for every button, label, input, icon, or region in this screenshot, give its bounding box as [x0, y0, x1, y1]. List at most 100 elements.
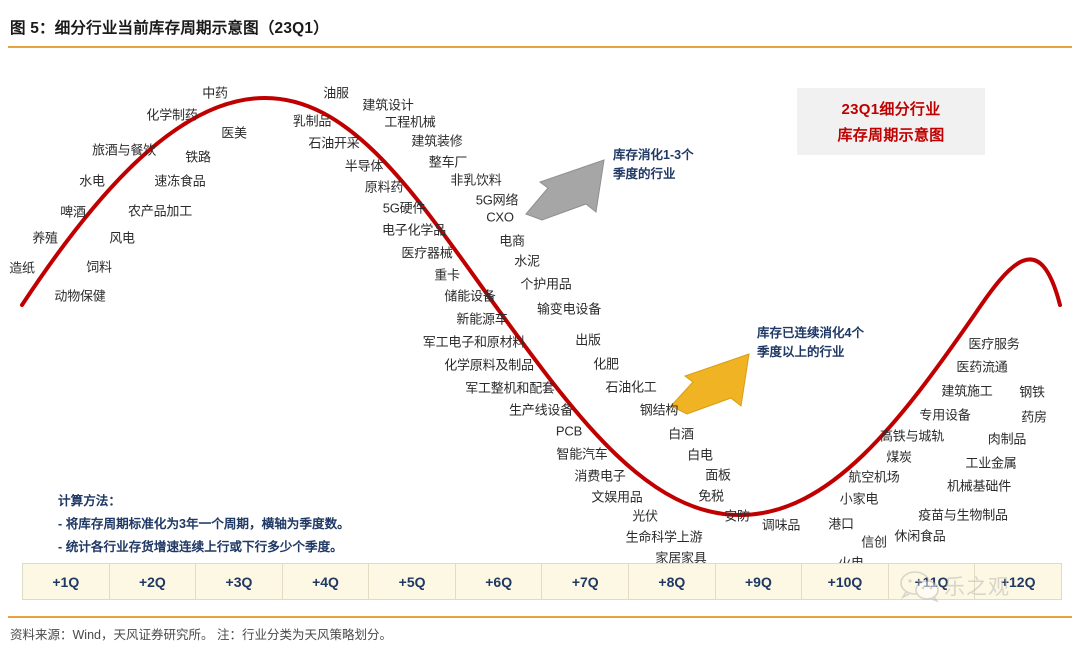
- industry-label: 小家电: [839, 491, 879, 507]
- gray-arrow-icon: [525, 159, 605, 221]
- callout-gray-line2: 季度的行业: [613, 167, 676, 182]
- industry-label: 工程机械: [384, 114, 436, 130]
- legend-line-2: 库存周期示意图: [837, 127, 945, 144]
- method-item-0: - 将库存周期标准化为3年一个周期，横轴为季度数。: [58, 516, 350, 531]
- industry-label: 面板: [705, 467, 731, 483]
- method-heading: 计算方法：: [58, 494, 121, 508]
- source-note: 资料来源：Wind，天风证券研究所。 注：行业分类为天风策略划分。: [10, 628, 392, 642]
- footer-divider: [8, 616, 1072, 618]
- industry-label: 专用设备: [919, 407, 971, 423]
- industry-label: 养殖: [32, 230, 58, 246]
- chart-plot-area: 库存消化1-3个 季度的行业 库存已连续消化4个 季度以上的行业 23Q1细分行…: [0, 52, 1080, 587]
- industry-label: 风电: [109, 230, 135, 246]
- industry-label: 医药流通: [956, 359, 1008, 375]
- industry-label: 出版: [575, 332, 601, 348]
- industry-label: PCB: [555, 423, 583, 439]
- industry-label: 化学制药: [146, 107, 198, 123]
- industry-label: 石油开采: [308, 135, 360, 151]
- industry-label: 旅酒与餐饮: [91, 142, 157, 158]
- inventory-cycle-curve: [20, 95, 1062, 518]
- industry-label: 文娱用品: [591, 489, 643, 505]
- industry-label: 个护用品: [520, 276, 572, 292]
- industry-label: 家居家具: [655, 550, 707, 566]
- industry-label: 铁路: [185, 149, 211, 165]
- industry-label: 水泥: [514, 253, 540, 269]
- industry-label: 消费电子: [574, 468, 626, 484]
- industry-label: 钢铁: [1019, 384, 1045, 400]
- industry-label: 安防: [724, 508, 750, 524]
- industry-label: 免税: [698, 488, 724, 504]
- industry-label: 农产品加工: [127, 203, 193, 219]
- callout-yellow: 库存已连续消化4个 季度以上的行业: [757, 324, 864, 363]
- industry-label: 军工电子和原材料: [422, 334, 526, 350]
- quarter-cell: +10Q: [802, 564, 889, 599]
- industry-label: 化肥: [593, 356, 619, 372]
- quarter-axis: +1Q +2Q +3Q +4Q +5Q +6Q +7Q +8Q +9Q +10Q +11Q +12Q: [22, 563, 1062, 600]
- method-item-1: - 统计各行业存货增速连续上行或下行多少个季度。: [58, 539, 343, 554]
- industry-label: 港口: [828, 516, 854, 532]
- industry-label: 造纸: [9, 260, 35, 276]
- industry-label: 药房: [1021, 409, 1047, 425]
- title-divider: [8, 46, 1072, 48]
- industry-label: 输变电设备: [536, 301, 602, 317]
- industry-label: 智能汽车: [556, 446, 608, 462]
- industry-label: 医疗器械: [401, 245, 453, 261]
- industry-label: 非乳饮料: [450, 172, 502, 188]
- quarter-cell: +5Q: [369, 564, 456, 599]
- page-title: 图 5：细分行业当前库存周期示意图（23Q1）: [10, 20, 329, 37]
- quarter-cell: +6Q: [455, 564, 543, 599]
- quarter-cell: +7Q: [542, 564, 630, 599]
- quarter-cell: +1Q: [23, 564, 110, 599]
- industry-label: 休闲食品: [894, 528, 946, 544]
- industry-label: 医疗服务: [968, 336, 1020, 352]
- quarter-cell: +4Q: [282, 564, 370, 599]
- callout-gray-line1: 库存消化1-3个: [613, 148, 694, 162]
- quarter-cell: +11Q: [888, 564, 976, 599]
- industry-label: 光伏: [632, 508, 658, 524]
- industry-label: 信创: [861, 534, 887, 550]
- legend-box: 23Q1细分行业 库存周期示意图: [797, 88, 985, 155]
- industry-label: 航空机场: [848, 469, 900, 485]
- industry-label: 医美: [221, 125, 247, 141]
- industry-label: 中药: [202, 85, 228, 101]
- callout-yellow-line2: 季度以上的行业: [757, 345, 845, 360]
- industry-label: 高铁与城轨: [879, 428, 945, 444]
- industry-label: 调味品: [761, 517, 801, 533]
- industry-label: 水电: [79, 173, 105, 189]
- industry-label: 电商: [499, 233, 525, 249]
- industry-label: 生产线设备: [508, 402, 574, 418]
- industry-label: 5G硬件: [382, 200, 426, 216]
- industry-label: 工业金属: [965, 455, 1017, 471]
- industry-label: 5G网络: [475, 192, 519, 208]
- industry-label: 电子化学品: [381, 222, 447, 238]
- industry-label: 饲料: [86, 259, 112, 275]
- industry-label: 啤酒: [60, 204, 86, 220]
- industry-label: 生命科学上游: [625, 529, 703, 545]
- industry-label: 钢结构: [639, 402, 679, 418]
- yellow-arrow-icon: [670, 353, 750, 415]
- industry-label: 肉制品: [987, 431, 1027, 447]
- industry-label: CXO: [486, 209, 514, 225]
- industry-label: 整车厂: [428, 154, 468, 170]
- industry-label: 煤炭: [886, 449, 912, 465]
- industry-label: 重卡: [434, 267, 460, 283]
- quarter-cell: +3Q: [196, 564, 283, 599]
- industry-label: 军工整机和配套: [465, 380, 555, 396]
- industry-label: 速冻食品: [154, 173, 206, 189]
- industry-label: 原料药: [364, 179, 404, 195]
- industry-label: 白电: [687, 447, 713, 463]
- quarter-cell: +9Q: [715, 564, 803, 599]
- industry-label: 机械基础件: [946, 478, 1012, 494]
- industry-label: 白酒: [668, 426, 694, 442]
- industry-label: 半导体: [344, 158, 384, 174]
- industry-label: 疫苗与生物制品: [918, 507, 1008, 523]
- quarter-cell: +8Q: [629, 564, 716, 599]
- industry-label: 建筑装修: [411, 133, 463, 149]
- callout-yellow-line1: 库存已连续消化4个: [757, 326, 864, 340]
- industry-label: 化学原料及制品: [444, 357, 534, 373]
- industry-label: 动物保健: [54, 288, 106, 304]
- industry-label: 石油化工: [605, 379, 657, 395]
- industry-label: 储能设备: [444, 288, 496, 304]
- industry-label: 乳制品: [292, 113, 332, 129]
- quarter-cell: +12Q: [975, 564, 1061, 599]
